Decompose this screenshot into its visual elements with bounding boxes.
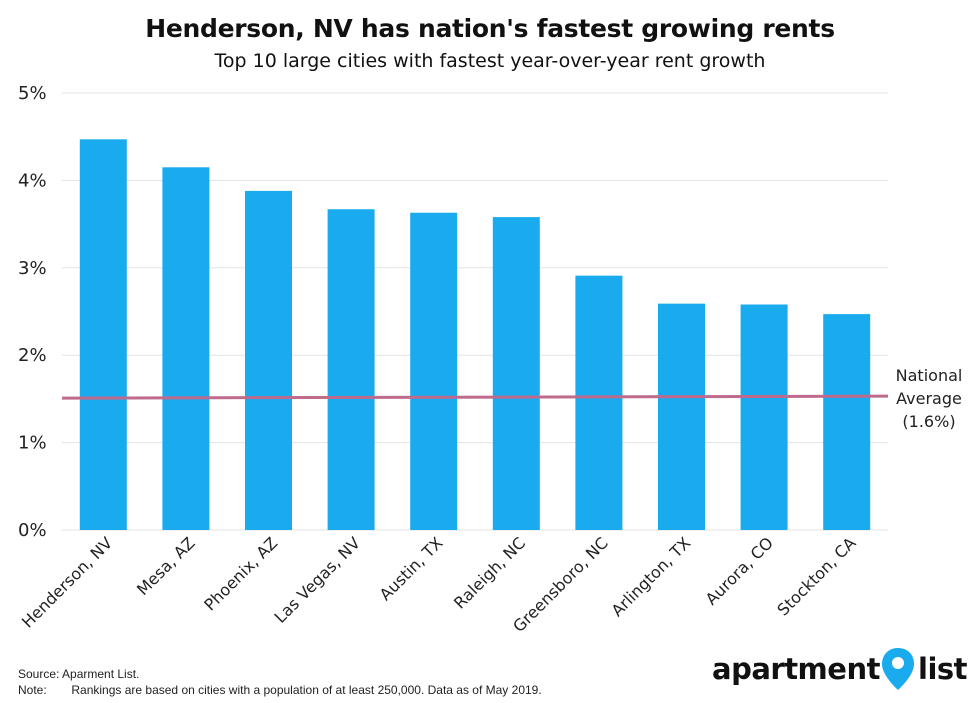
bar [327, 209, 375, 530]
y-tick-label: 2% [18, 345, 47, 366]
apartment-list-logo: apartment list [712, 648, 968, 692]
national-average-reference: National Average (1.6%) [61, 366, 963, 431]
bar [740, 304, 788, 530]
bar [410, 212, 458, 530]
y-tick-label: 3% [18, 258, 47, 279]
bar [162, 167, 210, 531]
source-note: Source: Aparment List. [18, 667, 140, 681]
footnote: Note: Rankings are based on cities with … [18, 683, 542, 697]
logo-word-apartment: apartment [712, 652, 880, 686]
x-tick-label: Stockton, CA [773, 533, 859, 619]
bar [823, 314, 871, 530]
reference-line-label: (1.6%) [902, 412, 955, 431]
bar [245, 190, 292, 530]
x-tick-label: Aurora, CO [702, 533, 777, 608]
chart-title: Henderson, NV has nation's fastest growi… [145, 14, 835, 43]
bar [658, 303, 705, 530]
reference-line-label: National [896, 366, 963, 385]
bars [79, 139, 871, 531]
x-tick-label: Henderson, NV [18, 533, 116, 631]
national-average-line [61, 394, 889, 400]
x-tick-label: Raleigh, NC [450, 533, 529, 612]
bar-chart: 0% 1% 2% 3% 4% 5% Henderson, NV Mesa, AZ Phoeni… [18, 83, 963, 636]
x-tick-label: Phoenix, AZ [200, 533, 281, 614]
y-tick-label: 5% [18, 83, 47, 104]
x-tick-label: Mesa, AZ [133, 533, 199, 599]
logo-word-list: list [918, 652, 968, 686]
x-tick-label: Arlington, TX [607, 533, 694, 620]
x-tick-label: Austin, TX [376, 533, 447, 604]
bar [575, 275, 623, 530]
y-tick-label: 1% [18, 433, 47, 454]
bar [79, 139, 127, 530]
y-tick-label: 0% [18, 520, 47, 541]
location-pin-icon [882, 648, 914, 690]
y-tick-label: 4% [18, 170, 47, 191]
chart-subtitle: Top 10 large cities with fastest year-ov… [214, 50, 766, 72]
footnote-text: Rankings are based on cities with a popu… [71, 683, 542, 697]
reference-line-label: Average [896, 389, 962, 408]
y-axis-tick-labels: 0% 1% 2% 3% 4% 5% [18, 83, 47, 541]
footnote-label: Note: [18, 683, 47, 697]
bar [492, 217, 540, 530]
x-tick-label: Las Vegas, NV [271, 533, 364, 626]
